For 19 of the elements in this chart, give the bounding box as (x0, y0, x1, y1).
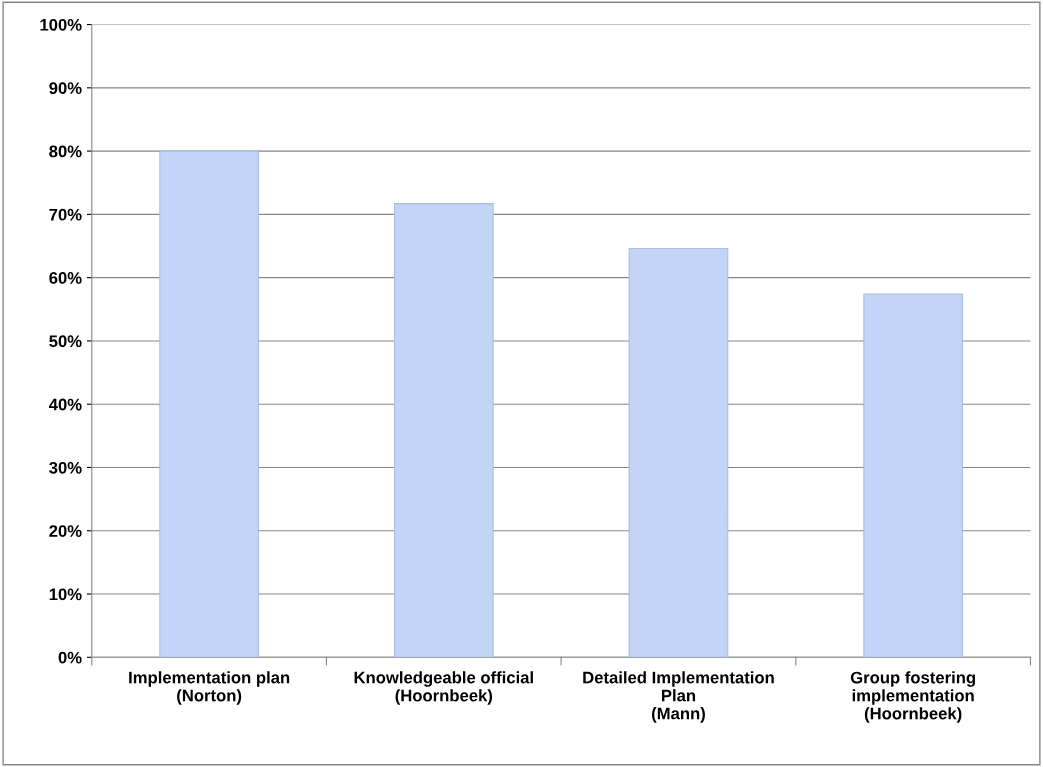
x-tick-label: Implementation plan (Norton) (129, 671, 290, 705)
y-tick-label: 90% (49, 82, 82, 95)
y-tick-label: 40% (48, 398, 82, 411)
y-tick-label: 0% (58, 651, 82, 664)
y-tick-label: 70% (49, 208, 82, 221)
x-tick-label: Knowledgeable official (Hoornbeek) (354, 671, 533, 705)
y-tick-label: 30% (49, 461, 82, 474)
y-tick-label: 60% (49, 272, 82, 284)
x-tick-label: Group fostering implementation (Hoornbeek) (850, 671, 975, 723)
bar (863, 293, 963, 658)
bar (159, 150, 259, 658)
y-tick-label: 20% (49, 525, 82, 537)
y-tick-label: 100% (40, 18, 82, 31)
x-tick-label: Detailed Implementation Plan (Mann) (583, 671, 774, 723)
y-tick-label: 10% (49, 588, 82, 601)
bar (393, 203, 494, 658)
y-tick-label: 80% (49, 145, 82, 158)
y-tick-label: 50% (49, 335, 82, 348)
bar (628, 247, 729, 658)
